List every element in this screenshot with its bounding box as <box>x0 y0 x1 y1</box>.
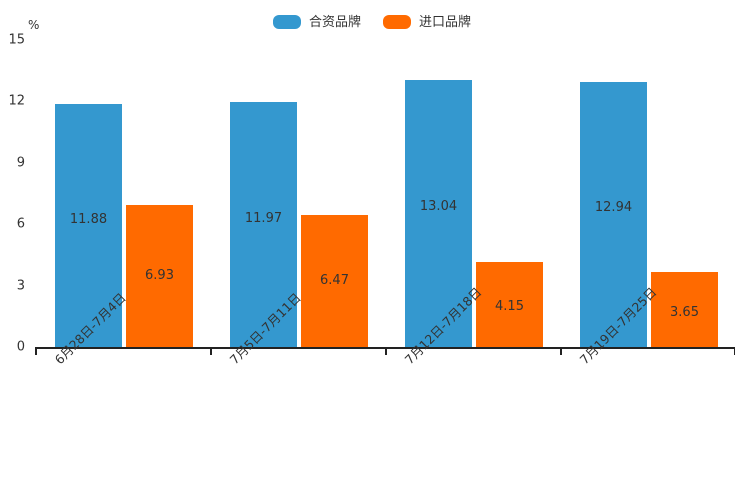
bar-imported-brand[interactable]: 4.15 <box>476 262 543 347</box>
y-axis-tick-label: 9 <box>16 155 25 171</box>
bar-value-label: 3.65 <box>670 304 699 320</box>
y-axis-tick-label: 12 <box>8 93 25 109</box>
legend-item-joint-venture-brand[interactable]: 合资品牌 <box>272 14 361 30</box>
bar-value-label: 6.93 <box>145 267 174 283</box>
bar-value-label: 11.88 <box>69 212 108 228</box>
bar-value-label: 4.15 <box>495 299 524 315</box>
bar-joint-venture-brand[interactable]: 11.88 <box>55 103 122 347</box>
y-axis-tick-label: 0 <box>16 339 25 355</box>
legend-swatch-blue-icon <box>272 15 301 29</box>
bar-imported-brand[interactable]: 6.93 <box>126 205 193 347</box>
bar-joint-venture-brand[interactable]: 13.04 <box>405 80 472 347</box>
plot-area: 0 3 6 9 12 15 11.88 6.93 11.97 6.47 13.04 4.15 12.94… <box>8 34 735 354</box>
x-axis-tick <box>733 347 735 355</box>
y-axis-tick-label: 15 <box>8 32 25 48</box>
bar-value-label: 13.04 <box>419 199 458 215</box>
bar-value-label: 11.97 <box>244 211 283 227</box>
bar-joint-venture-brand[interactable]: 12.94 <box>580 82 647 347</box>
chart-legend: 合资品牌 进口品牌 <box>0 12 744 32</box>
bar-imported-brand[interactable]: 3.65 <box>651 272 718 347</box>
legend-swatch-orange-icon <box>383 15 411 29</box>
legend-label-imported-brand: 进口品牌 <box>419 14 472 30</box>
y-axis-tick-label: 3 <box>16 278 25 294</box>
bar-value-label: 12.94 <box>594 200 633 216</box>
y-axis-unit-label: % <box>28 18 40 32</box>
bar-joint-venture-brand[interactable]: 11.97 <box>230 102 297 347</box>
x-axis-tick <box>35 347 37 355</box>
x-axis-tick <box>560 347 562 355</box>
legend-item-imported-brand[interactable]: 进口品牌 <box>383 15 471 29</box>
bar-imported-brand[interactable]: 6.47 <box>301 214 368 347</box>
y-axis-tick-label: 6 <box>16 216 25 232</box>
x-axis-tick <box>385 347 387 355</box>
bar-value-label: 6.47 <box>320 273 349 289</box>
x-axis-tick <box>210 347 212 355</box>
legend-label-joint-venture-brand: 合资品牌 <box>308 14 361 30</box>
